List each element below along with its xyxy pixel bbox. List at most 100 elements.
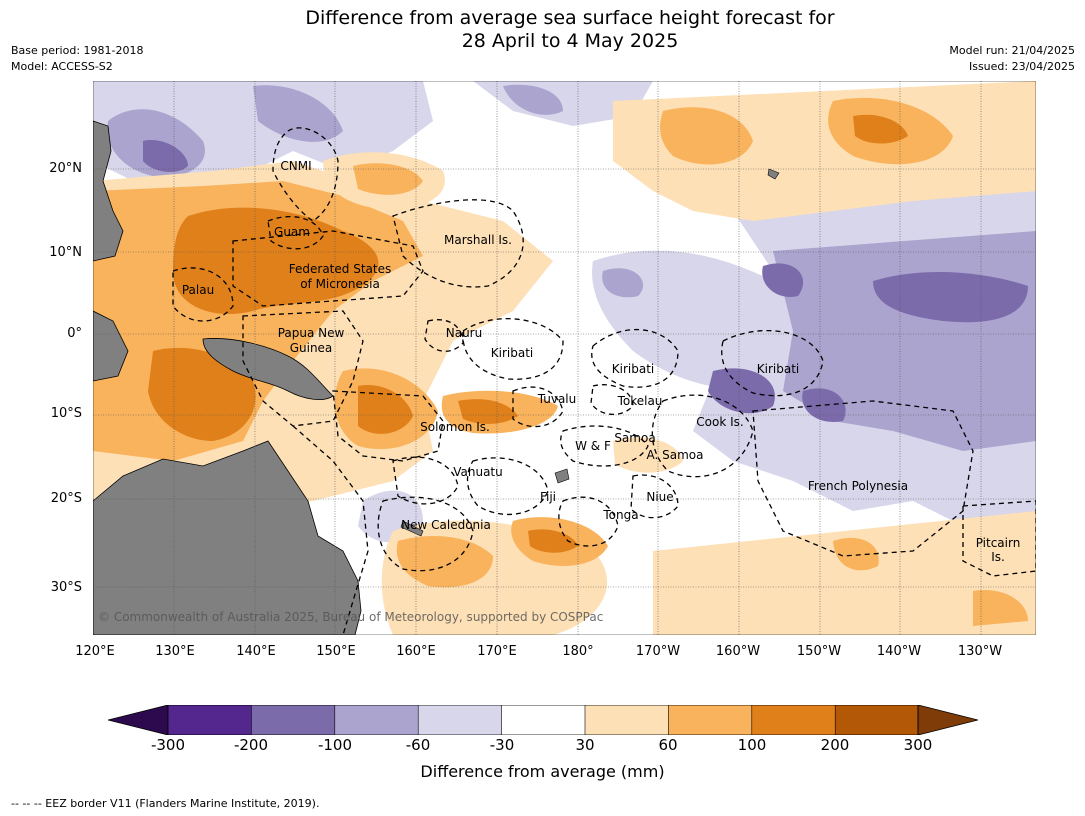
- colorbar-segment: [751, 705, 836, 735]
- colorbar-label: Difference from average (mm): [420, 762, 665, 781]
- label-tokelau: Tokelau: [617, 394, 663, 408]
- anomaly-west-orange-dark: [173, 207, 379, 315]
- colorbar-segment: [251, 705, 335, 735]
- label-nauru: Nauru: [446, 326, 482, 340]
- label-wallis-futuna: W & F: [575, 439, 611, 453]
- lon-label: 150°W: [796, 644, 842, 659]
- eez-guam: [267, 216, 324, 250]
- eez-cook: [651, 394, 754, 478]
- lat-label-30s: 30°S: [50, 580, 82, 595]
- label-tonga: Tonga: [602, 508, 638, 522]
- eez-kiribati-west: [462, 318, 564, 380]
- anomaly-west-orange-dark-2: [148, 347, 256, 441]
- colorbar-tick: -300: [150, 736, 186, 754]
- colorbar-segment: [585, 705, 669, 735]
- label-solomon: Solomon Is.: [420, 420, 490, 434]
- colorbar-segment: [501, 705, 585, 735]
- anomaly-se-orange: [653, 511, 1036, 635]
- eez-borders: [172, 127, 1036, 635]
- colorbar: [107, 704, 979, 736]
- place-labels: CNMI Guam Marshall Is. Federated States …: [182, 159, 1020, 564]
- label-fsm-1: Federated States: [289, 262, 391, 276]
- label-samoa: Samoa: [614, 431, 655, 445]
- anomaly-central-purple: [592, 250, 809, 390]
- colorbar-extend-high: [917, 704, 979, 736]
- label-vanuatu: Vanuatu: [453, 465, 503, 479]
- title-line-1: Difference from average sea surface heig…: [305, 7, 835, 29]
- australia-land: [93, 440, 362, 635]
- lat-label-10s: 10°S: [50, 406, 82, 421]
- positive-anomaly-regions: [93, 81, 1036, 635]
- meta-left: Base period: 1981-2018 Model: ACCESS-S2: [11, 43, 143, 75]
- colorbar-tick: -200: [233, 736, 269, 754]
- colorbar-segment: [418, 705, 502, 735]
- meta-right: Model run: 21/04/2025 Issued: 23/04/2025: [949, 43, 1075, 75]
- anomaly-mid-purple-small: [602, 268, 644, 298]
- colorbar-tick: 200: [820, 736, 850, 754]
- anomaly-east-purple-dark-4: [762, 263, 804, 297]
- indonesia-land: [93, 310, 129, 382]
- anomaly-ne-orange-mid: [660, 107, 753, 165]
- colorbar-segment: [168, 705, 252, 735]
- lon-label: 130°E: [155, 644, 195, 659]
- eez-solomon: [332, 390, 444, 462]
- lon-label: 160°W: [715, 644, 761, 659]
- lon-label: 120°E: [75, 644, 115, 659]
- colorbar-segment: [835, 705, 918, 735]
- model-run: Model run: 21/04/2025: [949, 44, 1075, 57]
- hawaii-land: [767, 168, 780, 180]
- eez-cnmi: [272, 127, 339, 222]
- lon-label: 160°E: [396, 644, 436, 659]
- colorbar-tick: -60: [405, 736, 431, 754]
- anomaly-samoa-orange: [613, 437, 683, 473]
- label-cnmi: CNMI: [280, 159, 311, 173]
- lon-label: 180°: [562, 644, 594, 659]
- copyright-notice: © Commonwealth of Australia 2025, Bureau…: [98, 610, 603, 624]
- map-svg: CNMI Guam Marshall Is. Federated States …: [93, 81, 1036, 635]
- eez-pitcairn: [962, 500, 1036, 577]
- eez-kiribati-central: [591, 328, 679, 388]
- anomaly-ne-orange-dark: [853, 114, 908, 144]
- anomaly-se-orange-mid-2: [973, 590, 1028, 626]
- label-american-samoa: A. Samoa: [647, 448, 704, 462]
- colorbar-tick: 100: [737, 736, 767, 754]
- anomaly-south-orange-mid: [396, 536, 493, 588]
- label-pitcairn-2: Is.: [991, 550, 1005, 564]
- label-palau: Palau: [182, 283, 214, 297]
- anomaly-north-west-purple-dark: [143, 140, 188, 173]
- label-png-1: Papua New: [278, 326, 345, 340]
- colorbar-tick: -100: [317, 736, 353, 754]
- label-tuvalu: Tuvalu: [537, 392, 577, 406]
- model-name: Model: ACCESS-S2: [11, 60, 113, 73]
- eez-footnote: -- -- -- EEZ border V11 (Flanders Marine…: [11, 797, 320, 810]
- label-cook: Cook Is.: [696, 415, 743, 429]
- eez-niue: [630, 474, 679, 519]
- label-png-2: Guinea: [290, 341, 333, 355]
- fiji-land: [554, 468, 570, 484]
- eez-palau: [172, 267, 234, 322]
- colorbar-extend-low: [107, 704, 169, 736]
- base-period: Base period: 1981-2018: [11, 44, 144, 57]
- label-kiribati-2: Kiribati: [612, 362, 654, 376]
- issued-date: Issued: 23/04/2025: [968, 60, 1075, 73]
- colorbar-segment: [334, 705, 419, 735]
- lon-label: 150°E: [316, 644, 356, 659]
- colorbar-tick: 300: [903, 736, 933, 754]
- lon-label: 140°E: [236, 644, 276, 659]
- title-line-2: 28 April to 4 May 2025: [461, 30, 679, 52]
- map-title: Difference from average sea surface heig…: [0, 7, 1085, 53]
- label-niue: Niue: [646, 490, 673, 504]
- eez-french-polynesia: [752, 400, 974, 557]
- land-masses: [93, 120, 780, 635]
- eez-fsm: [232, 230, 424, 307]
- lon-label: 170°E: [477, 644, 517, 659]
- lat-label-10n: 10°N: [49, 245, 82, 260]
- label-french-polynesia: French Polynesia: [808, 479, 908, 493]
- label-pitcairn-1: Pitcairn: [976, 536, 1021, 550]
- colorbar-dividers: [251, 705, 836, 735]
- label-guam: Guam: [274, 225, 310, 239]
- eez-png: [242, 310, 364, 427]
- anomaly-north-orange-2: [353, 163, 423, 195]
- map-panel: CNMI Guam Marshall Is. Federated States …: [93, 81, 1036, 635]
- eez-tuvalu: [512, 386, 564, 428]
